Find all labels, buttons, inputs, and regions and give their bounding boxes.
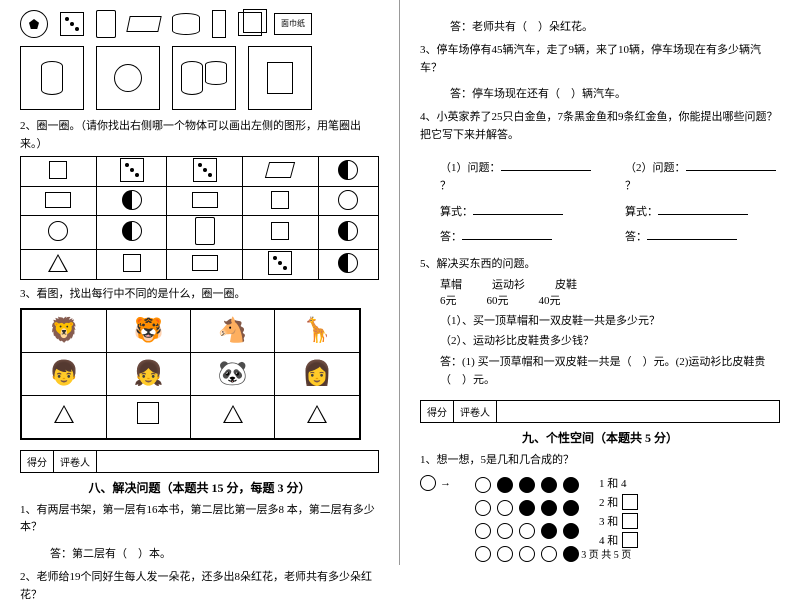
price-row: 6元 60元 40元 [440, 292, 780, 308]
frame-sphere [96, 46, 160, 110]
grader-label: 评卷人 [454, 401, 497, 422]
can-icon [96, 10, 116, 38]
problem-2: 2、老师给19个同好生每人发一朵花，还多出8朵红花，老师共有多少朵红花？ [20, 569, 379, 604]
score-label: 得分 [21, 451, 54, 472]
rubiks-cube-icon [238, 12, 262, 36]
frame-cylinders [172, 46, 236, 110]
question-2-text: 2、圈一圈。（请你找出右侧哪一个物体可以画出左侧的图形，用笔圈出来。） [20, 118, 379, 153]
answer-3: 答：停车场现在还有（ ）辆汽车。 [450, 85, 780, 101]
right-column: 答：老师共有（ ）朵红花。 3、停车场停有45辆汽车，走了9辆，来了10辆，停车… [400, 0, 800, 565]
score-blank[interactable] [97, 451, 139, 472]
soccer-ball-icon [20, 10, 48, 38]
left-column: 面巾纸 2、圈一圈。（请你找出右侧哪一个物体可以画出左侧的图形，用笔圈出来。） … [0, 0, 400, 565]
answer-1: 答：第二层有（ ）本。 [50, 545, 379, 561]
answer-2: 答：老师共有（ ）朵红花。 [450, 18, 780, 34]
score-box-9: 得分 评卷人 [420, 400, 780, 423]
grader-label: 评卷人 [54, 451, 97, 472]
problem-1: 1、有两层书架，第一层有16本书，第二层比第一层多8 本，第二层有多少本？ [20, 502, 379, 537]
problem-5: 5、解决买东西的问题。 [420, 256, 780, 274]
object-row: 面巾纸 [20, 10, 379, 38]
frame-cylinder [20, 46, 84, 110]
section-8-title: 八、解决问题（本题共 15 分，每题 3 分） [20, 479, 379, 496]
question-3-text: 3、看图，找出每行中不同的是什么，圈一圈。 [20, 286, 379, 304]
q2-label: （2）问题： [625, 162, 686, 174]
answer-box[interactable] [622, 494, 638, 510]
tissue-box-icon: 面巾纸 [274, 13, 312, 35]
item-row: 草帽 运动衫 皮鞋 [440, 276, 780, 292]
page-footer: 第 3 页 共 5 页 [400, 546, 800, 561]
score-label: 得分 [421, 401, 454, 422]
empty-dot-icon [420, 475, 436, 491]
ans2-blank[interactable] [647, 227, 737, 240]
answer-box[interactable] [622, 513, 638, 529]
section-9-title: 九、个性空间（本题共 5 分） [420, 429, 780, 446]
problem-5-answer: 答：(1) 买一顶草帽和一双皮鞋一共是（ ）元。(2)运动衫比皮鞋贵（ ）元。 [440, 354, 780, 389]
ans-label: 答： [440, 231, 462, 243]
score-box-8: 得分 评卷人 [20, 450, 379, 473]
odd-one-table: 🦁🐯🐴🦒 👦👧🐼👩 [20, 308, 361, 440]
problem-3: 3、停车场停有45辆汽车，走了9辆，来了10辆，停车场现在有多少辆汽车？ [420, 42, 780, 77]
shape-match-table [20, 156, 379, 280]
eraser-icon [126, 16, 161, 32]
score-blank[interactable] [497, 401, 539, 422]
q1-blank[interactable] [501, 158, 591, 171]
bucket-icon [172, 13, 200, 35]
frame-cuboid [248, 46, 312, 110]
problem-9-1: 1、想一想，5是几和几合成的？ [420, 452, 780, 470]
formula1-blank[interactable] [473, 202, 563, 215]
q2-blank[interactable] [686, 158, 776, 171]
formula2-blank[interactable] [658, 202, 748, 215]
problem-4: 4、小英家养了25只白金鱼，7条黑金鱼和9条红金鱼，你能提出哪些问题？把它写下来… [420, 109, 780, 144]
problem-4-blanks: （1）问题：？ 算式： 答： （2）问题：？ 算式： 答： [440, 152, 780, 249]
dice-icon [60, 12, 84, 36]
formula-label: 算式： [440, 206, 473, 218]
frame-row [20, 46, 379, 110]
ans1-blank[interactable] [462, 227, 552, 240]
problem-5-1: （1）、买一顶草帽和一双皮鞋一共是多少元？ [440, 312, 780, 328]
bottle-icon [212, 10, 226, 38]
problem-5-2: （2）、运动衫比皮鞋贵多少钱？ [440, 332, 780, 348]
q1-label: （1）问题： [440, 162, 501, 174]
